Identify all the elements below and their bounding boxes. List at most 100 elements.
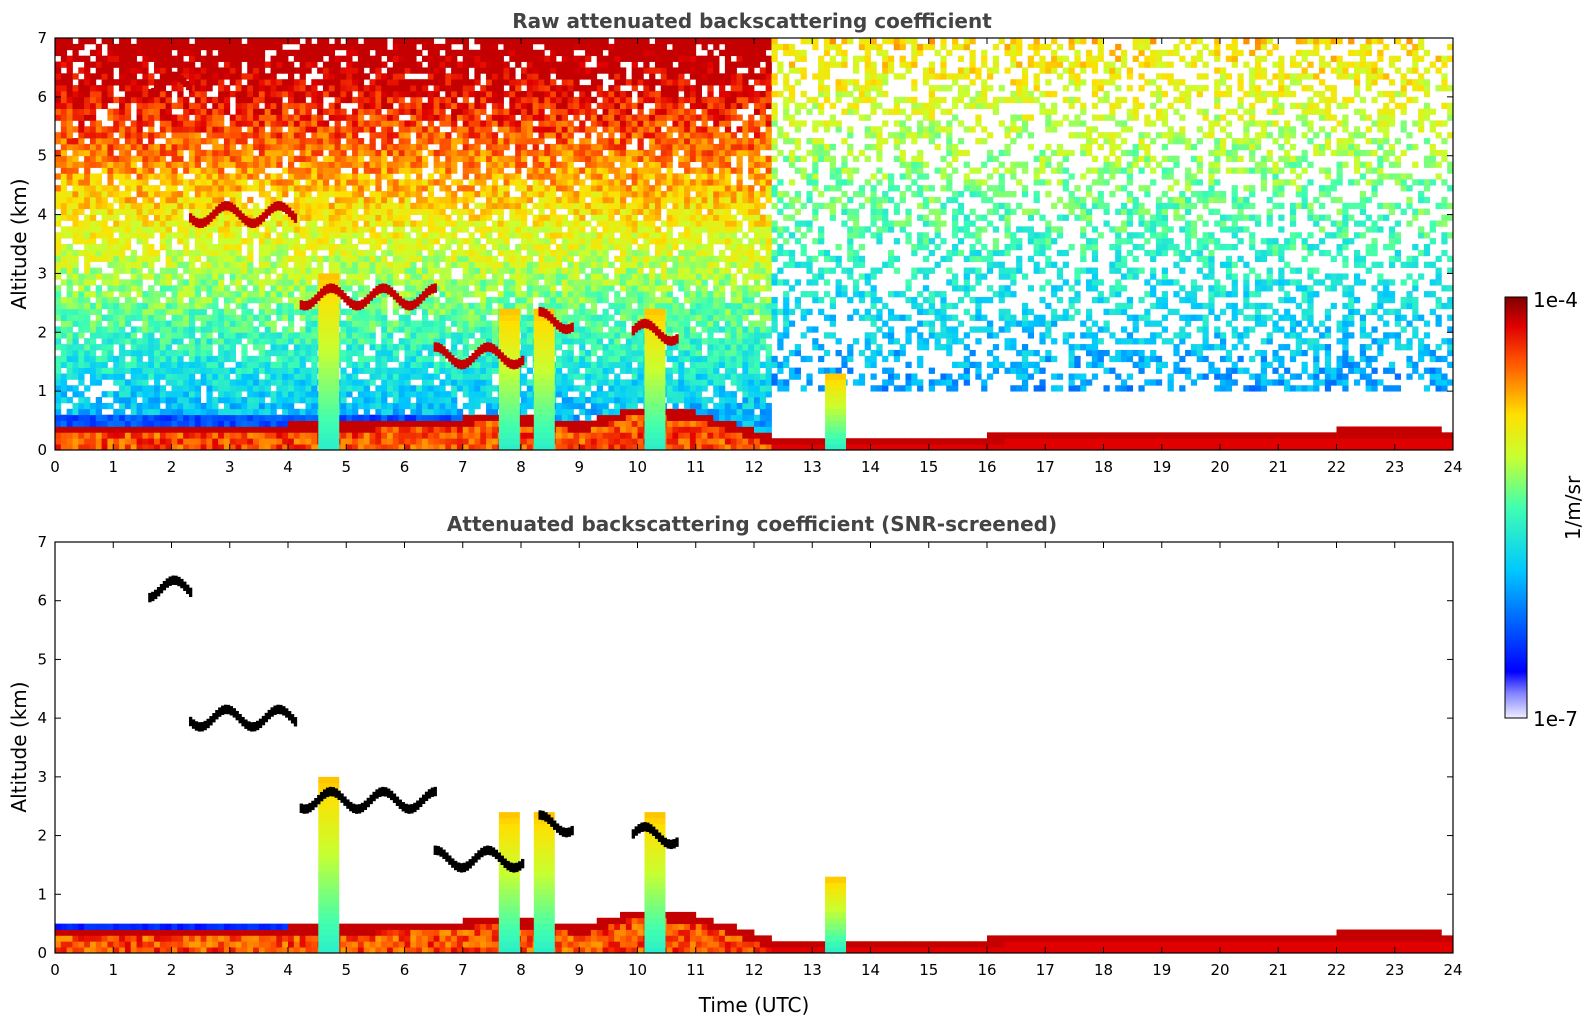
heatmap-cell (480, 38, 487, 45)
heatmap-cell (270, 308, 277, 316)
heatmap-cell (369, 244, 376, 251)
heatmap-cell (130, 143, 137, 151)
heatmap-cell (229, 349, 236, 357)
heatmap-cell (60, 138, 68, 145)
heatmap-cell (352, 226, 359, 233)
heatmap-cell (486, 373, 493, 380)
heatmap-cell (462, 132, 469, 139)
heatmap-cell (328, 267, 335, 274)
heatmap-cell (334, 143, 341, 151)
heatmap-cell (474, 308, 481, 316)
heatmap-cell (462, 379, 469, 386)
heatmap-cell (352, 338, 359, 345)
heatmap-cell (346, 308, 353, 316)
heatmap-cell (352, 308, 359, 316)
heatmap-cell (66, 38, 73, 45)
heatmap-cell (392, 402, 400, 410)
heatmap-cell (509, 279, 516, 286)
heatmap-cell (194, 279, 202, 286)
heatmap-cell (154, 338, 161, 345)
heatmap-cell (55, 220, 62, 227)
heatmap-cell (194, 244, 202, 251)
heatmap-cell (427, 420, 435, 427)
heatmap-cell (456, 126, 464, 133)
heatmap-cell (445, 367, 452, 374)
heatmap-cell (55, 238, 62, 245)
heatmap-cell (229, 391, 236, 398)
heatmap-cell (113, 414, 120, 421)
heatmap-cell (375, 438, 382, 445)
heatmap-cell (410, 326, 417, 333)
heatmap-cell (142, 367, 149, 374)
heatmap-cell (445, 267, 452, 274)
heatmap-cell (375, 202, 382, 210)
heatmap-cell (148, 120, 155, 127)
heatmap-cell (357, 273, 365, 280)
heatmap-cell (194, 108, 202, 115)
heatmap-cell (130, 302, 137, 310)
heatmap-cell (159, 232, 167, 239)
heatmap-cell (101, 214, 108, 221)
heatmap-cell (293, 444, 301, 451)
heatmap-cell (503, 61, 510, 68)
heatmap-cell (148, 426, 155, 433)
heatmap-cell (60, 143, 68, 151)
heatmap-cell (159, 61, 167, 68)
heatmap-cell (142, 397, 149, 404)
heatmap-cell (387, 432, 394, 439)
heatmap-cell (223, 55, 231, 62)
heatmap-cell (433, 408, 440, 416)
heatmap-cell (416, 49, 423, 57)
heatmap-cell (445, 426, 452, 433)
heatmap-cell (241, 402, 248, 410)
heatmap-cell (357, 444, 365, 451)
heatmap-cell (410, 385, 417, 392)
heatmap-cell (136, 179, 143, 186)
heatmap-cell (130, 49, 137, 57)
heatmap-cell (305, 191, 312, 198)
heatmap-cell (363, 391, 370, 398)
heatmap-cell (526, 261, 534, 268)
heatmap-cell (218, 267, 225, 274)
heatmap-cell (223, 132, 231, 139)
heatmap-cell (264, 420, 271, 427)
heatmap-cell (387, 208, 394, 215)
heatmap-cell (346, 426, 353, 433)
heatmap-cell (293, 226, 301, 233)
heatmap-cell (142, 179, 149, 186)
heatmap-cell (515, 291, 522, 298)
heatmap-cell (159, 38, 167, 45)
heatmap-cell (398, 49, 405, 57)
heatmap-cell (183, 61, 190, 68)
heatmap-cell (387, 149, 394, 157)
heatmap-cell (212, 138, 219, 145)
heatmap-cell (218, 120, 225, 127)
heatmap-cell (474, 73, 481, 80)
heatmap-cell (113, 191, 120, 198)
heatmap-cell (270, 285, 277, 292)
heatmap-cell (474, 420, 481, 427)
heatmap-cell (305, 308, 312, 316)
heatmap-cell (491, 38, 499, 45)
heatmap-cell (55, 302, 62, 310)
heatmap-cell (270, 367, 277, 374)
heatmap-cell (154, 314, 161, 321)
heatmap-cell (334, 267, 341, 274)
heatmap-cell (95, 143, 103, 151)
heatmap-cell (375, 214, 382, 221)
heatmap-cell (124, 226, 132, 233)
heatmap-cell (357, 267, 365, 274)
heatmap-cell (468, 420, 475, 427)
heatmap-cell (480, 96, 487, 104)
heatmap-cell (357, 179, 365, 186)
heatmap-cell (299, 408, 306, 416)
heatmap-cell (433, 302, 440, 310)
heatmap-cell (317, 114, 324, 121)
heatmap-cell (55, 391, 62, 398)
heatmap-cell (148, 414, 155, 421)
heatmap-cell (486, 85, 493, 92)
heatmap-cell (486, 185, 493, 192)
heatmap-cell (119, 308, 126, 316)
heatmap-cell (416, 61, 423, 68)
heatmap-cell (165, 208, 172, 215)
